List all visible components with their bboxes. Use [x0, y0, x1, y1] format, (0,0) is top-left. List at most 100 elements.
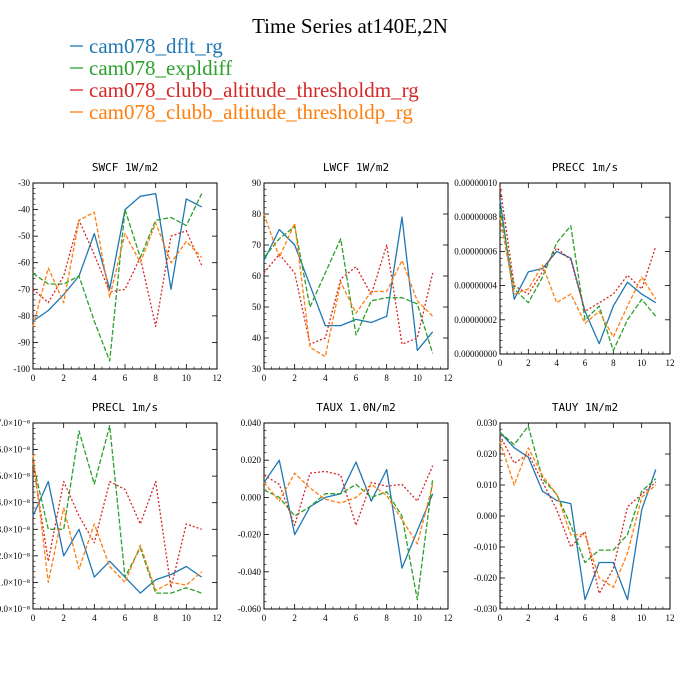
- y-tick-label: -80: [18, 311, 30, 321]
- x-tick-label: 10: [413, 613, 423, 623]
- chart-panels: SWCF 1W/m2 0 2 4 6 8 10 12 -100 -90 -80 -70 -60 -50 -4…: [0, 161, 675, 623]
- x-tick-label: 10: [413, 373, 423, 383]
- y-tick-label: -0.010: [474, 542, 498, 552]
- x-tick-label: 6: [123, 373, 128, 383]
- y-tick-label: 0.00000000: [454, 349, 497, 359]
- series-line-cam078_dflt_rg: [499, 431, 657, 601]
- chart-panel: PRECL 1m/s 0 2 4 6 8 10 12 0.0×10⁻⁸ 1.0×10⁻⁸ 2.0×1…: [0, 401, 222, 623]
- y-tick-label: -0.020: [474, 573, 498, 583]
- y-tick-label: -30: [18, 178, 30, 188]
- x-tick-label: 8: [384, 613, 389, 623]
- panel-title: LWCF 1W/m2: [323, 161, 389, 174]
- y-tick-label: -0.040: [238, 567, 262, 577]
- series-line-cam078_clubb_altitude_thresholdp_rg: [32, 211, 203, 327]
- x-tick-label: 6: [354, 373, 359, 383]
- y-tick-label: 3.0×10⁻⁸: [0, 524, 30, 534]
- series-line-cam078_dflt_rg: [499, 200, 657, 345]
- x-tick-label: 2: [292, 613, 297, 623]
- y-tick-label: 50: [252, 302, 262, 312]
- y-tick-label: -90: [18, 337, 30, 347]
- y-tick-label: 70: [252, 240, 262, 250]
- series-line-cam078_dflt_rg: [263, 459, 434, 569]
- y-tick-label: 0.030: [477, 418, 498, 428]
- y-tick-label: 40: [252, 333, 262, 343]
- series-line-cam078_clubb_altitude_thresholdm_rg: [499, 186, 657, 312]
- y-tick-label: 0.020: [241, 455, 262, 465]
- x-tick-label: 8: [384, 373, 389, 383]
- y-tick-label: -100: [14, 364, 31, 374]
- x-tick-label: 10: [637, 613, 647, 623]
- series-line-cam078_dflt_rg: [32, 480, 203, 594]
- x-tick-label: 0: [498, 358, 503, 368]
- y-tick-label: -0.060: [238, 604, 262, 614]
- y-tick-label: 60: [252, 271, 262, 281]
- y-tick-label: -40: [18, 205, 30, 215]
- figure-title: Time Series at140E,2N: [252, 14, 448, 38]
- legend: cam078_dflt_rgcam078_expldiffcam078_club…: [70, 34, 419, 124]
- x-tick-label: 0: [31, 613, 36, 623]
- x-tick-label: 12: [213, 613, 222, 623]
- series-line-cam078_expldiff: [263, 225, 434, 354]
- y-tick-label: 0.00000008: [454, 212, 497, 222]
- x-tick-label: 10: [637, 358, 647, 368]
- panel-title: TAUY 1N/m2: [552, 401, 618, 414]
- series-line-cam078_expldiff: [263, 478, 434, 601]
- chart-panel: TAUY 1N/m2 0 2 4 6 8 10 12 -0.030 -0.020 -0.010 0.0…: [474, 401, 675, 623]
- series-line-cam078_clubb_altitude_thresholdp_rg: [499, 441, 657, 588]
- y-tick-label: 2.0×10⁻⁸: [0, 551, 30, 561]
- panel-title: SWCF 1W/m2: [92, 161, 158, 174]
- x-tick-label: 2: [526, 358, 531, 368]
- x-tick-label: 10: [182, 373, 192, 383]
- x-tick-label: 2: [61, 613, 66, 623]
- x-tick-label: 2: [292, 373, 297, 383]
- y-tick-label: 0.000: [241, 492, 262, 502]
- series-line-cam078_expldiff: [499, 425, 657, 564]
- legend-label: cam078_clubb_altitude_thresholdp_rg: [89, 100, 413, 124]
- x-tick-label: 6: [123, 613, 128, 623]
- x-tick-label: 4: [92, 613, 97, 623]
- x-tick-label: 0: [262, 613, 267, 623]
- x-tick-label: 8: [611, 613, 616, 623]
- x-tick-label: 2: [526, 613, 531, 623]
- series-line-cam078_clubb_altitude_thresholdp_rg: [263, 472, 434, 545]
- chart-panel: SWCF 1W/m2 0 2 4 6 8 10 12 -100 -90 -80 -70 -60 -50 -4…: [14, 161, 222, 383]
- x-tick-label: 0: [498, 613, 503, 623]
- x-tick-label: 6: [354, 613, 359, 623]
- x-tick-label: 8: [153, 613, 158, 623]
- chart-panel: TAUX 1.0N/m2 0 2 4 6 8 10 12 -0.060 -0.040 -0.020 0…: [238, 401, 453, 623]
- x-tick-label: 10: [182, 613, 192, 623]
- x-tick-label: 0: [31, 373, 36, 383]
- y-tick-label: 0.00000010: [454, 178, 497, 188]
- legend-label: cam078_dflt_rg: [89, 34, 223, 58]
- panel-title: PRECC 1m/s: [552, 161, 618, 174]
- y-tick-label: 0.0×10⁻⁸: [0, 604, 30, 614]
- series-line-cam078_clubb_altitude_thresholdm_rg: [263, 465, 434, 526]
- x-tick-label: 8: [153, 373, 158, 383]
- series-line-cam078_clubb_altitude_thresholdm_rg: [32, 219, 203, 328]
- y-tick-label: -0.030: [474, 604, 498, 614]
- y-tick-label: 0.00000002: [454, 315, 497, 325]
- x-tick-label: 4: [554, 613, 559, 623]
- series-line-cam078_clubb_altitude_thresholdm_rg: [263, 244, 434, 345]
- x-tick-label: 6: [583, 613, 588, 623]
- x-tick-label: 4: [92, 373, 97, 383]
- y-tick-label: 4.0×10⁻⁸: [0, 498, 30, 508]
- series-line-cam078_expldiff: [499, 208, 657, 352]
- x-tick-label: 2: [61, 373, 66, 383]
- y-tick-label: 1.0×10⁻⁸: [0, 577, 30, 587]
- chart-panel: PRECC 1m/s 0 2 4 6 8 10 12 0.00000000 0.00000002 0…: [454, 161, 674, 368]
- y-tick-label: 6.0×10⁻⁸: [0, 445, 30, 455]
- panel-title: TAUX 1.0N/m2: [316, 401, 395, 414]
- y-tick-label: -70: [18, 284, 30, 294]
- series-line-cam078_expldiff: [32, 193, 203, 362]
- y-tick-label: -0.020: [238, 530, 262, 540]
- x-tick-label: 0: [262, 373, 267, 383]
- y-tick-label: 30: [252, 364, 262, 374]
- y-tick-label: 0.040: [241, 418, 262, 428]
- panel-title: PRECL 1m/s: [92, 401, 158, 414]
- x-tick-label: 6: [583, 358, 588, 368]
- plot-frame: [263, 182, 449, 370]
- y-tick-label: 0.010: [477, 480, 498, 490]
- x-tick-label: 8: [611, 358, 616, 368]
